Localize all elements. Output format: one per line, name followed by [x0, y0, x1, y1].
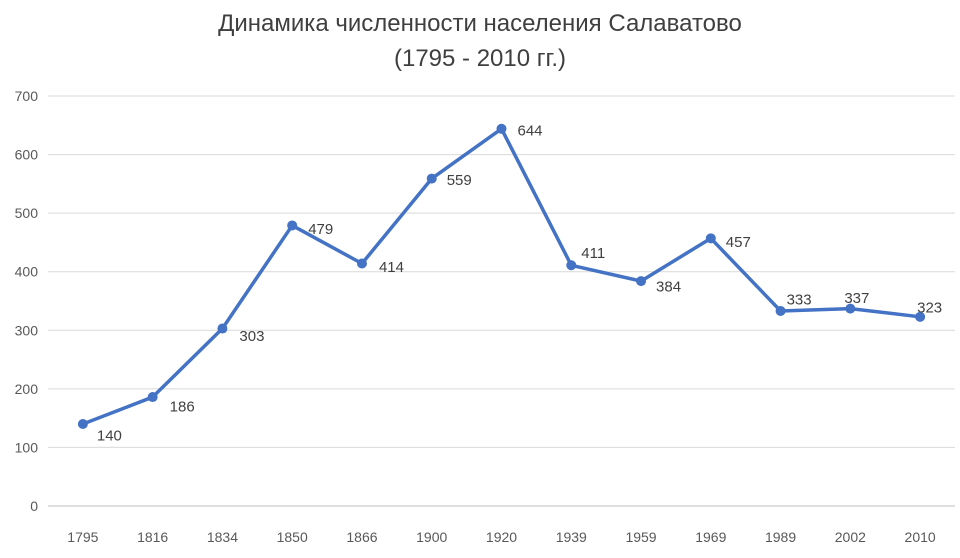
data-label: 140 — [97, 428, 122, 445]
x-tick-label: 1939 — [556, 529, 587, 545]
data-label: 479 — [308, 221, 333, 238]
y-tick-label: 200 — [15, 381, 39, 397]
x-tick-label: 1989 — [765, 529, 796, 545]
data-point — [496, 123, 507, 134]
data-label: 384 — [656, 279, 681, 296]
x-tick-label: 1959 — [625, 529, 656, 545]
data-point — [217, 323, 228, 334]
data-label: 414 — [379, 259, 404, 276]
y-tick-label: 100 — [15, 439, 39, 455]
x-tick-label: 1816 — [137, 529, 168, 545]
data-label: 333 — [787, 291, 812, 308]
x-tick-label: 2010 — [905, 529, 936, 545]
data-point — [426, 173, 437, 184]
y-tick-label: 400 — [15, 264, 39, 280]
x-tick-label: 1834 — [207, 529, 238, 545]
data-label: 644 — [518, 122, 543, 139]
y-tick-label: 500 — [15, 205, 39, 221]
data-point — [566, 260, 577, 271]
x-tick-label: 1795 — [67, 529, 98, 545]
x-tick-label: 1866 — [346, 529, 377, 545]
x-tick-label: 1900 — [416, 529, 447, 545]
data-label: 411 — [581, 245, 605, 262]
data-point — [845, 303, 856, 314]
data-point — [356, 258, 367, 269]
y-tick-label: 0 — [30, 498, 38, 514]
data-label: 186 — [170, 399, 195, 416]
data-label: 559 — [447, 172, 472, 189]
x-tick-label: 2002 — [835, 529, 866, 545]
data-point — [915, 311, 926, 322]
data-label: 337 — [844, 290, 869, 307]
data-point — [287, 220, 298, 231]
data-point — [705, 233, 716, 244]
data-label: 457 — [726, 234, 751, 251]
data-label: 323 — [917, 299, 942, 316]
x-tick-label: 1850 — [277, 529, 308, 545]
x-tick-label: 1920 — [486, 529, 517, 545]
y-tick-label: 700 — [15, 88, 39, 104]
y-tick-label: 600 — [15, 147, 39, 163]
data-label: 303 — [239, 328, 264, 345]
y-tick-label: 300 — [15, 322, 39, 338]
data-point — [636, 276, 647, 287]
data-point — [77, 419, 88, 429]
series-line — [81, 127, 922, 426]
data-point — [147, 392, 158, 403]
x-tick-label: 1969 — [695, 529, 726, 545]
data-point — [775, 305, 786, 316]
